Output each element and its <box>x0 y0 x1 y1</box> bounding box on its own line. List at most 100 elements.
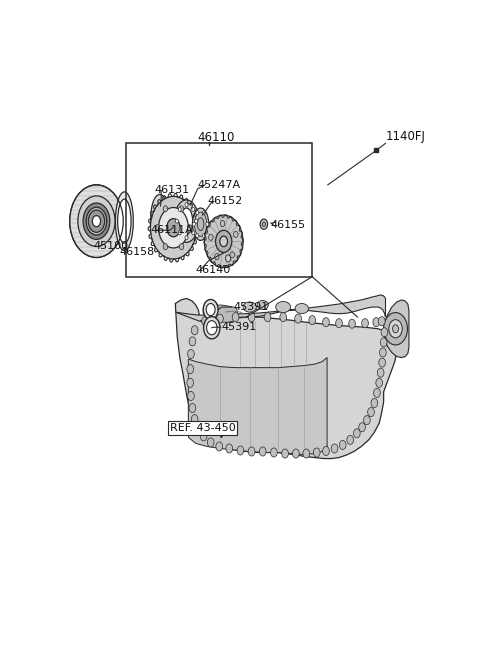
Circle shape <box>192 326 198 335</box>
Polygon shape <box>188 358 327 455</box>
Ellipse shape <box>257 300 268 310</box>
Circle shape <box>192 222 195 226</box>
Circle shape <box>363 416 370 424</box>
Circle shape <box>362 319 368 328</box>
Circle shape <box>380 338 387 347</box>
Circle shape <box>196 234 199 237</box>
Circle shape <box>280 313 287 321</box>
Circle shape <box>303 449 310 458</box>
Circle shape <box>381 328 388 337</box>
Circle shape <box>230 252 235 258</box>
Circle shape <box>206 321 217 335</box>
Text: 45100: 45100 <box>94 241 129 251</box>
Circle shape <box>180 206 184 212</box>
Circle shape <box>185 236 188 239</box>
Circle shape <box>194 219 198 223</box>
Circle shape <box>200 432 207 441</box>
Circle shape <box>359 422 365 432</box>
Circle shape <box>83 203 110 239</box>
Circle shape <box>389 319 402 338</box>
Circle shape <box>167 218 180 237</box>
Circle shape <box>331 444 338 453</box>
Circle shape <box>188 392 194 400</box>
Circle shape <box>207 438 214 447</box>
Ellipse shape <box>197 218 204 231</box>
Circle shape <box>368 407 374 417</box>
Circle shape <box>187 225 192 231</box>
Text: 46111A: 46111A <box>150 225 193 236</box>
Circle shape <box>339 440 346 449</box>
Text: REF. 43-450: REF. 43-450 <box>170 423 236 433</box>
Circle shape <box>260 219 267 229</box>
Circle shape <box>264 313 271 321</box>
Circle shape <box>234 232 238 237</box>
Circle shape <box>309 316 315 325</box>
Circle shape <box>313 448 320 457</box>
Circle shape <box>323 447 329 455</box>
Text: 46152: 46152 <box>207 196 242 207</box>
Circle shape <box>371 398 378 407</box>
Circle shape <box>384 313 408 345</box>
Polygon shape <box>384 300 409 358</box>
Circle shape <box>237 446 244 455</box>
Text: 46155: 46155 <box>270 220 305 230</box>
Circle shape <box>377 368 384 377</box>
Circle shape <box>78 196 115 247</box>
Circle shape <box>373 318 380 327</box>
Circle shape <box>192 207 195 211</box>
Circle shape <box>88 210 105 232</box>
Circle shape <box>163 243 168 250</box>
Circle shape <box>226 444 233 453</box>
Ellipse shape <box>174 200 199 242</box>
Circle shape <box>259 447 266 456</box>
Text: 45391: 45391 <box>233 302 268 312</box>
Circle shape <box>195 424 202 433</box>
Circle shape <box>380 348 386 357</box>
Polygon shape <box>203 305 238 322</box>
Circle shape <box>347 436 353 444</box>
Circle shape <box>86 207 107 235</box>
Text: 46140: 46140 <box>196 264 231 275</box>
Circle shape <box>376 379 383 387</box>
Ellipse shape <box>118 199 131 243</box>
Text: 46110: 46110 <box>198 131 235 144</box>
Ellipse shape <box>295 304 309 314</box>
Circle shape <box>373 388 380 398</box>
Bar <box>126 143 312 277</box>
Circle shape <box>378 317 385 326</box>
Ellipse shape <box>194 212 207 236</box>
Circle shape <box>379 358 385 367</box>
Polygon shape <box>175 295 385 321</box>
Circle shape <box>282 449 288 458</box>
Circle shape <box>158 207 188 248</box>
Text: 1140FJ: 1140FJ <box>385 131 425 144</box>
Circle shape <box>180 243 184 250</box>
Circle shape <box>150 196 196 259</box>
Ellipse shape <box>180 208 193 234</box>
Text: 46158: 46158 <box>120 247 155 258</box>
Circle shape <box>196 211 199 215</box>
Circle shape <box>92 216 100 227</box>
Ellipse shape <box>276 302 290 313</box>
Circle shape <box>187 379 193 387</box>
Circle shape <box>336 319 342 328</box>
Polygon shape <box>175 298 396 459</box>
Circle shape <box>323 318 329 327</box>
Circle shape <box>187 365 193 374</box>
Ellipse shape <box>204 215 243 268</box>
Ellipse shape <box>192 208 209 240</box>
Circle shape <box>262 222 265 226</box>
Circle shape <box>216 230 232 253</box>
Circle shape <box>202 317 208 326</box>
Circle shape <box>178 207 181 211</box>
Circle shape <box>189 337 196 346</box>
Circle shape <box>192 231 195 235</box>
Circle shape <box>188 350 194 359</box>
Circle shape <box>163 206 168 212</box>
Circle shape <box>248 447 255 456</box>
Circle shape <box>203 234 205 237</box>
Ellipse shape <box>151 194 168 241</box>
Circle shape <box>220 236 228 247</box>
Circle shape <box>209 234 213 240</box>
Circle shape <box>248 313 255 321</box>
